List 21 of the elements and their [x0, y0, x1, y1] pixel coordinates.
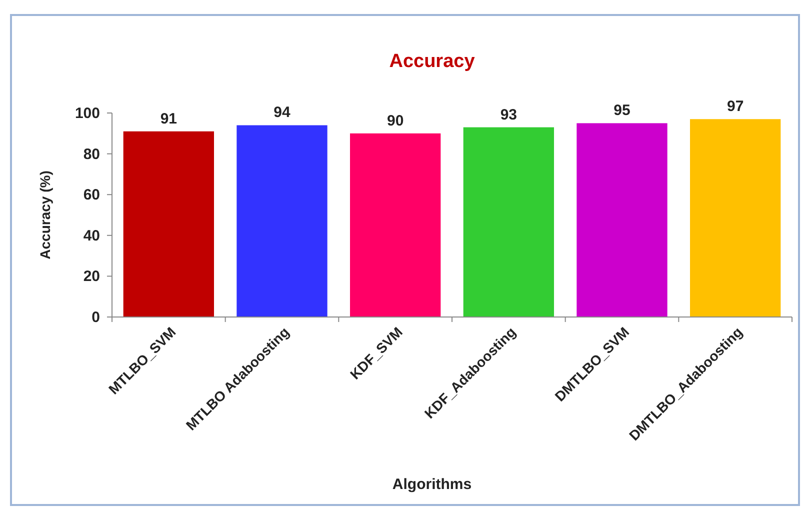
- bar: [690, 119, 781, 317]
- y-tick-label: 0: [92, 309, 100, 326]
- chart-title: Accuracy: [389, 51, 476, 72]
- y-axis-title: Accuracy (%): [37, 170, 53, 260]
- data-label: 97: [726, 98, 744, 116]
- x-axis-title: Algorithms: [392, 476, 472, 493]
- y-tick-label: 40: [83, 227, 100, 244]
- data-label: 90: [386, 112, 404, 130]
- bar: [123, 131, 214, 317]
- data-label: 95: [614, 102, 630, 120]
- y-tick-label: 100: [74, 105, 100, 122]
- bar: [463, 127, 554, 317]
- bar: [350, 133, 441, 317]
- bar: [576, 123, 668, 317]
- data-label: 94: [274, 104, 291, 122]
- data-label: 91: [160, 110, 178, 128]
- y-tick-label: 80: [83, 146, 100, 163]
- y-tick-label: 20: [83, 268, 100, 286]
- data-label: 93: [500, 106, 518, 124]
- bar: [236, 125, 328, 317]
- y-tick-label: 60: [83, 186, 100, 204]
